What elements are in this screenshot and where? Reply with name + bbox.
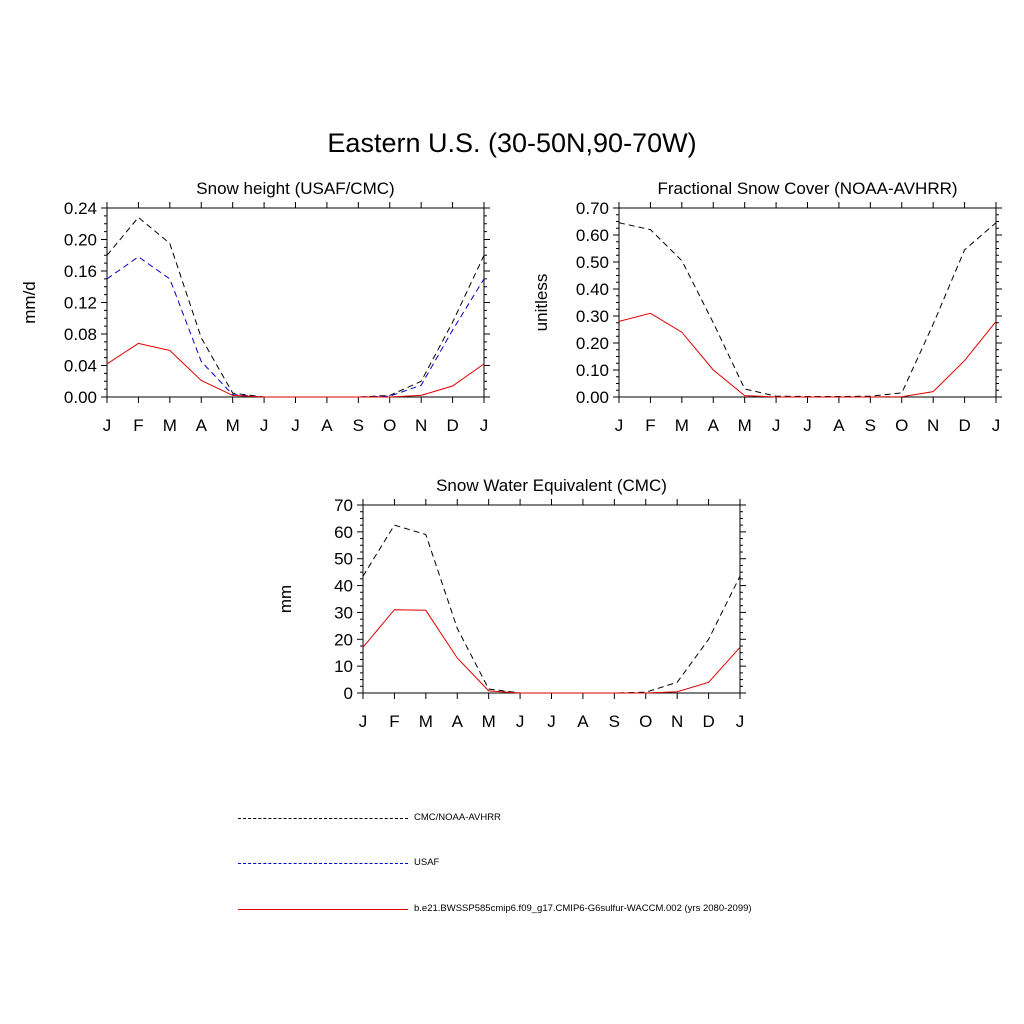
x-tick-label: A — [833, 416, 845, 435]
series-line-usaf — [106, 256, 485, 398]
y-tick-label: 0.20 — [576, 334, 609, 353]
y-tick-label: 20 — [334, 630, 353, 649]
y-tick-label: 40 — [334, 577, 353, 596]
x-tick-label: A — [196, 416, 208, 435]
y-tick-label: 0 — [344, 684, 353, 703]
x-tick-label: N — [415, 416, 427, 435]
x-tick-label: J — [803, 416, 812, 435]
y-tick-label: 10 — [334, 657, 353, 676]
y-tick-label: 0.04 — [64, 357, 97, 376]
legend-item-obs: CMC/NOAA-AVHRR — [238, 812, 838, 825]
x-tick-label: S — [865, 416, 876, 435]
legend-line-usaf — [238, 863, 408, 864]
x-tick-label: O — [383, 416, 396, 435]
y-tick-label: 0.24 — [64, 199, 97, 218]
x-tick-label: D — [958, 416, 970, 435]
panel-title: Snow height (USAF/CMC) — [196, 179, 394, 198]
x-tick-label: J — [772, 416, 781, 435]
x-tick-label: D — [446, 416, 458, 435]
x-tick-label: J — [291, 416, 300, 435]
y-axis-label: mm — [276, 585, 295, 613]
x-tick-label: A — [452, 712, 464, 731]
y-tick-label: 0.40 — [576, 280, 609, 299]
x-tick-label: F — [133, 416, 143, 435]
figure-title: Eastern U.S. (30-50N,90-70W) — [327, 128, 697, 158]
y-tick-label: 0.70 — [576, 199, 609, 218]
y-tick-label: 0.00 — [576, 388, 609, 407]
y-tick-label: 0.12 — [64, 294, 97, 313]
panel-title: Fractional Snow Cover (NOAA-AVHRR) — [657, 179, 957, 198]
x-tick-label: S — [609, 712, 620, 731]
x-tick-label: N — [671, 712, 683, 731]
x-tick-label: J — [615, 416, 624, 435]
plot-frame — [106, 207, 485, 398]
x-tick-label: M — [419, 712, 433, 731]
legend-line-model — [238, 909, 408, 910]
x-tick-label: M — [226, 416, 240, 435]
x-tick-label: S — [353, 416, 364, 435]
x-tick-label: F — [645, 416, 655, 435]
y-tick-label: 0.10 — [576, 361, 609, 380]
x-tick-label: J — [992, 416, 1001, 435]
x-tick-label: J — [103, 416, 112, 435]
x-tick-label: M — [163, 416, 177, 435]
y-tick-label: 0.30 — [576, 307, 609, 326]
y-tick-label: 0.00 — [64, 388, 97, 407]
x-tick-label: A — [577, 712, 589, 731]
y-tick-label: 0.16 — [64, 262, 97, 281]
panel-title: Snow Water Equivalent (CMC) — [436, 476, 667, 495]
x-tick-label: J — [516, 712, 525, 731]
x-tick-label: J — [547, 712, 556, 731]
y-tick-label: 0.60 — [576, 226, 609, 245]
x-tick-label: F — [389, 712, 399, 731]
x-tick-label: A — [708, 416, 720, 435]
y-axis-label: mm/d — [20, 281, 39, 324]
panel-1: Snow height (USAF/CMC) mm/d 0.00 0.04 0.08 0.… — [20, 179, 490, 435]
legend-item-model: b.e21.BWSSP585cmip6.f09_g17.CMIP6-G6sulf… — [238, 903, 838, 916]
x-tick-label: J — [260, 416, 269, 435]
y-tick-label: 50 — [334, 550, 353, 569]
series-line-obs — [362, 524, 741, 694]
x-tick-label: M — [738, 416, 752, 435]
legend-label-obs: CMC/NOAA-AVHRR — [414, 812, 501, 823]
legend-label-usaf: USAF — [414, 857, 440, 868]
x-tick-label: J — [359, 712, 368, 731]
x-tick-label: D — [702, 712, 714, 731]
y-axis-label: unitless — [532, 274, 551, 332]
series-line-model — [362, 609, 741, 694]
series-line-model — [618, 312, 997, 398]
y-tick-label: 60 — [334, 523, 353, 542]
legend-item-usaf: USAF — [238, 857, 838, 870]
y-tick-label: 0.08 — [64, 325, 97, 344]
series-line-obs — [618, 222, 997, 397]
x-tick-label: N — [927, 416, 939, 435]
series-line-model — [106, 342, 485, 398]
y-tick-label: 0.20 — [64, 231, 97, 250]
series-line-obs — [106, 216, 485, 398]
legend-line-obs — [238, 818, 408, 819]
x-tick-label: J — [480, 416, 489, 435]
x-tick-label: O — [895, 416, 908, 435]
y-tick-label: 30 — [334, 603, 353, 622]
plot-frame — [362, 504, 741, 694]
x-tick-label: O — [639, 712, 652, 731]
y-tick-label: 0.50 — [576, 253, 609, 272]
x-tick-label: A — [321, 416, 333, 435]
x-tick-label: M — [482, 712, 496, 731]
legend-label-model: b.e21.BWSSP585cmip6.f09_g17.CMIP6-G6sulf… — [414, 903, 752, 914]
x-tick-label: M — [675, 416, 689, 435]
plot-frame — [618, 207, 997, 398]
y-tick-label: 70 — [334, 496, 353, 515]
panel-2: Fractional Snow Cover (NOAA-AVHRR) unitle… — [532, 179, 1002, 435]
panel-3: Snow Water Equivalent (CMC) mm 0 10 20 30 40 50… — [276, 476, 746, 731]
x-tick-label: J — [736, 712, 745, 731]
